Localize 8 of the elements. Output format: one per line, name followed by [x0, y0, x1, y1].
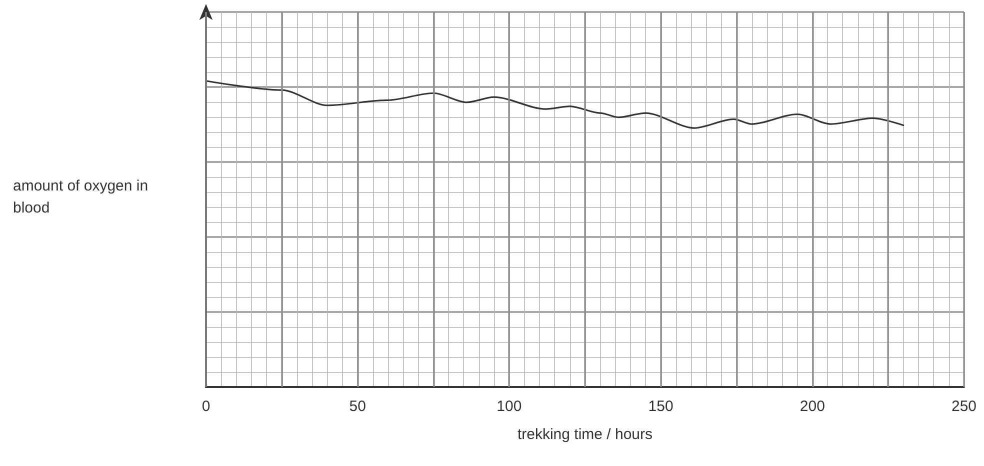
x-tick-label: 0: [202, 398, 210, 415]
x-tick-label: 150: [648, 398, 674, 415]
x-tick-label: 250: [951, 398, 977, 415]
y-axis-title: amount of oxygen in blood: [13, 178, 152, 216]
x-tick-label: 50: [349, 398, 366, 415]
x-axis-title: trekking time / hours: [517, 426, 653, 443]
x-tick-label: 100: [496, 398, 522, 415]
x-tick-label: 200: [800, 398, 825, 415]
